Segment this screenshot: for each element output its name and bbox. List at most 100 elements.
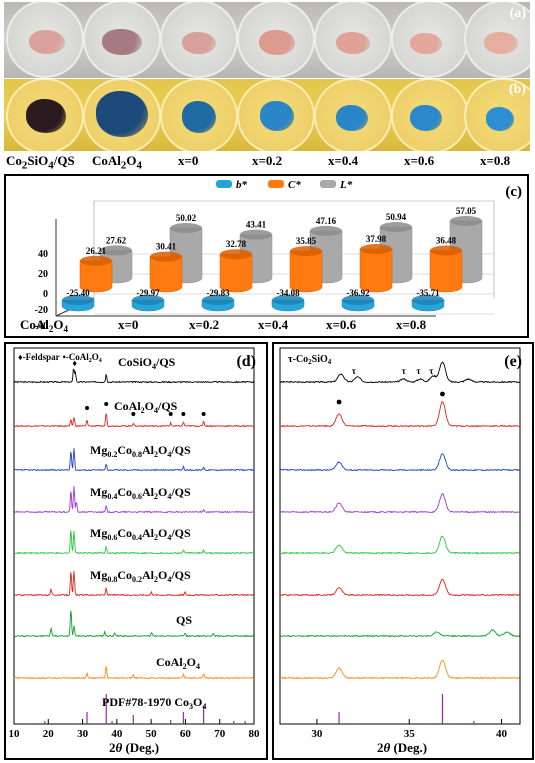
sample-label: x=0 [178,153,199,168]
bar-top [380,222,412,233]
pigment-sample [26,99,66,133]
bar-top [412,295,444,305]
legend-text: ♦-Feldspar •-CoAl2O4 [18,352,102,364]
sample-label: x=0.6 [404,153,435,168]
sample-label: x=0.4 [328,153,359,168]
pigment-sample [182,32,216,54]
bar-b-star: -34.08 [271,288,305,312]
xrd-trace [280,453,520,472]
chart-c-legend: b* C* L* [216,179,353,191]
xrd-trace [14,448,255,472]
coal2o4-marker [168,412,173,416]
bar-top [360,244,392,255]
legend-swatch-b [216,180,232,188]
x-tick-label: 10 [9,728,21,740]
tau-marker: τ [402,366,407,376]
data-value-label: 36.48 [436,236,457,246]
pigment-sample [336,32,370,54]
panel-label-a: (a) [509,6,526,21]
x-tick-label: 40 [496,728,508,740]
bar-top [430,245,462,256]
bar-c-star: 30.41 [149,242,183,293]
category-label: x=0.2 [189,317,219,332]
xrd-trace [279,401,520,428]
legend-label-l: L* [339,179,353,191]
data-value-label: -34.08 [276,288,300,298]
curve-label: Mg0.2Co0.8Al2O4/QS [90,443,191,459]
curve-label: Mg0.4Co0.6Al2O4/QS [90,485,191,501]
pigment-sample [484,32,518,54]
pigment-sample [102,29,142,55]
coal2o4-marker [336,399,342,405]
bar-b-star: -25.40 [61,288,95,312]
chart-d-svg: 10 20 30 40 50 60 70 80 CoSiO4/QS CoAl2O4/QS Mg0.… [9,347,260,755]
data-value-label: 37.98 [366,234,387,244]
bar-top [450,215,482,226]
plot-frame [13,347,255,725]
data-value-label: 57.05 [456,206,477,216]
panel-label-e: (e) [504,353,522,370]
xrd-trace [13,486,255,514]
xrd-trace [280,535,520,555]
x-axis-title: 2θ (Deg.) [109,740,159,755]
coal2o4-marker [201,412,206,416]
data-value-label: -36.92 [346,288,370,298]
y-tick-label: 0 [43,289,48,300]
bar-body [79,260,113,293]
xrd-trace [14,530,255,555]
x-tick-label: 30 [77,728,89,740]
panel-label-c: (c) [505,184,522,200]
pigment-sample [29,30,65,54]
bar-c-star: 35.85 [289,236,323,293]
data-value-label: 50.94 [386,212,407,222]
data-value-label: -25.40 [66,288,90,298]
bar-top [132,295,164,305]
y-tick-label: 40 [38,249,48,260]
legend-text: τ-Co2SiO4 [288,354,332,366]
bar-top [342,295,374,305]
xrd-chart-d: 10 20 30 40 50 60 70 80 CoSiO4/QS CoAl2O4/QS Mg0.… [4,342,268,760]
sample-label: CoAl2O4 [92,153,142,172]
bar-body [219,253,253,293]
xrd-trace [13,665,255,680]
xrd-trace [13,570,255,597]
xrd-trace [13,368,255,384]
panel-label-b: (b) [508,82,526,97]
photo-panel-a: (a) [4,2,530,78]
xrd-trace [279,629,520,638]
category-label: x=0.6 [326,317,357,332]
data-value-label: -29.97 [136,288,160,298]
curve-label: CoAl2O4 [156,655,200,671]
bar-top [290,246,322,257]
x-tick-label: 50 [146,728,158,740]
bar-top [62,295,94,305]
data-value-label: 32.78 [226,239,247,249]
curve-label: CoSiO4/QS [118,355,176,371]
curve-label: PDF#78-1970 Co3O4 [102,695,206,711]
data-value-label: 27.62 [106,235,127,245]
pigment-sample [410,33,442,54]
xrd-trace [13,610,255,638]
category-label: x=0.8 [396,317,427,332]
xrd-trace [13,413,255,428]
coal2o4-marker [104,402,109,406]
y-tick-label: -20 [35,305,48,316]
bar-top [220,249,252,260]
bar-body [359,248,393,293]
pigment-sample [182,101,216,133]
curve-label: Mg0.6Co0.4Al2O4/QS [90,526,191,542]
photo-panel-b: (b) [4,79,530,151]
bar-b-star: -35.71 [411,288,445,312]
bar-c-star: 36.48 [429,236,463,293]
category-label: CoAl2O4 [20,317,69,334]
x-tick-label: 40 [111,728,123,740]
bar-body [149,256,183,293]
legend-swatch-l [320,180,336,188]
feldspar-marker: ♦ [72,358,77,368]
data-value-label: -29.83 [206,288,230,298]
panel-label-d: (d) [236,353,256,370]
legend-swatch-c [268,180,284,188]
data-value-label: -35.71 [416,288,440,298]
color-parameter-chart: 27.62 50.02 43.41 47.16 50.94 57.05 26.21 30.41… [4,174,529,338]
bar-top [240,229,272,240]
